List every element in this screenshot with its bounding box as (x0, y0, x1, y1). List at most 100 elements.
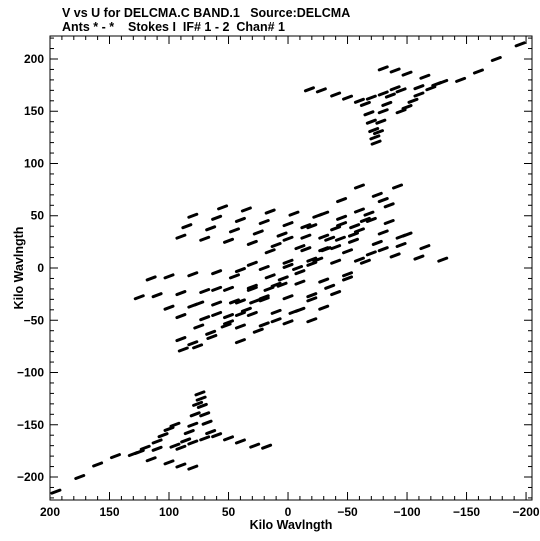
uv-point (246, 260, 258, 267)
uv-point (246, 239, 258, 246)
uv-point (180, 437, 192, 444)
uv-point (306, 292, 318, 299)
uv-point (264, 248, 276, 255)
uv-point (223, 285, 235, 292)
uv-point (211, 432, 223, 439)
x-tick-label: −200 (513, 505, 540, 519)
axis-tick-labels: 200 150 100 50 0 −50 −100 −150 −200 200 150 100 50 0 −… (17, 52, 540, 519)
uv-point (303, 86, 315, 93)
uv-point (330, 244, 342, 251)
uv-point (377, 108, 389, 115)
uv-point (211, 269, 223, 276)
uv-point (139, 444, 151, 451)
uv-point (192, 343, 204, 350)
y-tick-label: 150 (24, 104, 44, 118)
uv-point (199, 435, 211, 442)
uv-point (359, 258, 371, 265)
uv-point (318, 246, 330, 253)
uv-point (372, 129, 384, 136)
y-tick-label: 50 (31, 209, 45, 223)
uv-point (175, 336, 187, 343)
uv-point (151, 438, 163, 445)
uv-point (163, 273, 175, 280)
uv-point (192, 400, 204, 407)
uv-point (163, 304, 175, 311)
uv-point (437, 256, 449, 263)
uv-point (324, 235, 336, 242)
uv-point (151, 292, 163, 299)
uv-point (194, 390, 206, 397)
uv-point (211, 285, 223, 292)
uv-point (223, 313, 235, 320)
uv-point (240, 306, 252, 313)
uv-point (389, 67, 401, 74)
uv-point (223, 319, 235, 326)
uv-point (369, 134, 381, 141)
uv-point (306, 256, 318, 263)
uv-point (199, 287, 211, 294)
uv-point (312, 256, 324, 263)
x-tick-label: 200 (40, 505, 60, 519)
uv-point (377, 229, 389, 236)
uv-point (349, 223, 361, 230)
x-tick-label: −100 (394, 505, 421, 519)
uv-point (419, 73, 431, 80)
x-tick-label: 50 (222, 505, 236, 519)
uv-point (234, 267, 246, 274)
uv-point (401, 70, 413, 77)
uv-point (195, 395, 207, 402)
uv-point (300, 233, 312, 240)
uv-point (392, 183, 404, 190)
uv-point (407, 97, 419, 104)
uv-point (425, 85, 437, 92)
uv-point (127, 451, 139, 458)
uv-point (270, 308, 282, 315)
uv-point (277, 275, 289, 282)
uv-point (145, 275, 157, 282)
uv-point (282, 294, 294, 301)
uv-point (183, 429, 195, 436)
uv-point (228, 227, 240, 234)
uv-point (294, 306, 306, 313)
uv-point (187, 464, 199, 471)
uv-point (246, 310, 258, 317)
uv-point (292, 265, 304, 271)
uv-point (336, 197, 348, 204)
y-tick-label: −100 (17, 366, 44, 380)
uv-point (365, 216, 377, 223)
uv-point (205, 429, 217, 436)
uv-point (306, 317, 318, 324)
uv-point (413, 84, 425, 91)
uv-point (205, 225, 217, 232)
uv-point (199, 315, 211, 322)
uv-point (223, 237, 235, 244)
uv-point (306, 296, 318, 303)
uv-point (189, 411, 201, 418)
uv-point (270, 281, 282, 288)
uv-point (383, 202, 395, 209)
uv-point (264, 273, 276, 280)
uv-point (175, 444, 187, 451)
uv-point (187, 439, 199, 446)
uv-point (211, 214, 223, 221)
uv-point (419, 244, 431, 251)
uv-point (294, 269, 306, 276)
uv-point (384, 92, 396, 99)
uv-point (353, 183, 365, 190)
uv-point (234, 438, 246, 445)
uv-point (270, 242, 282, 249)
uv-point (353, 256, 365, 263)
uv-point (175, 233, 187, 240)
uv-point (437, 78, 449, 85)
uv-point (187, 340, 199, 347)
uv-point (264, 208, 276, 215)
uv-point (365, 118, 377, 125)
uv-point (228, 273, 240, 280)
uv-point (151, 445, 163, 452)
uv-point (199, 235, 211, 242)
uv-point (336, 221, 348, 228)
uv-point (175, 313, 187, 320)
x-tick-label: −50 (337, 505, 358, 519)
uv-point (175, 462, 187, 469)
